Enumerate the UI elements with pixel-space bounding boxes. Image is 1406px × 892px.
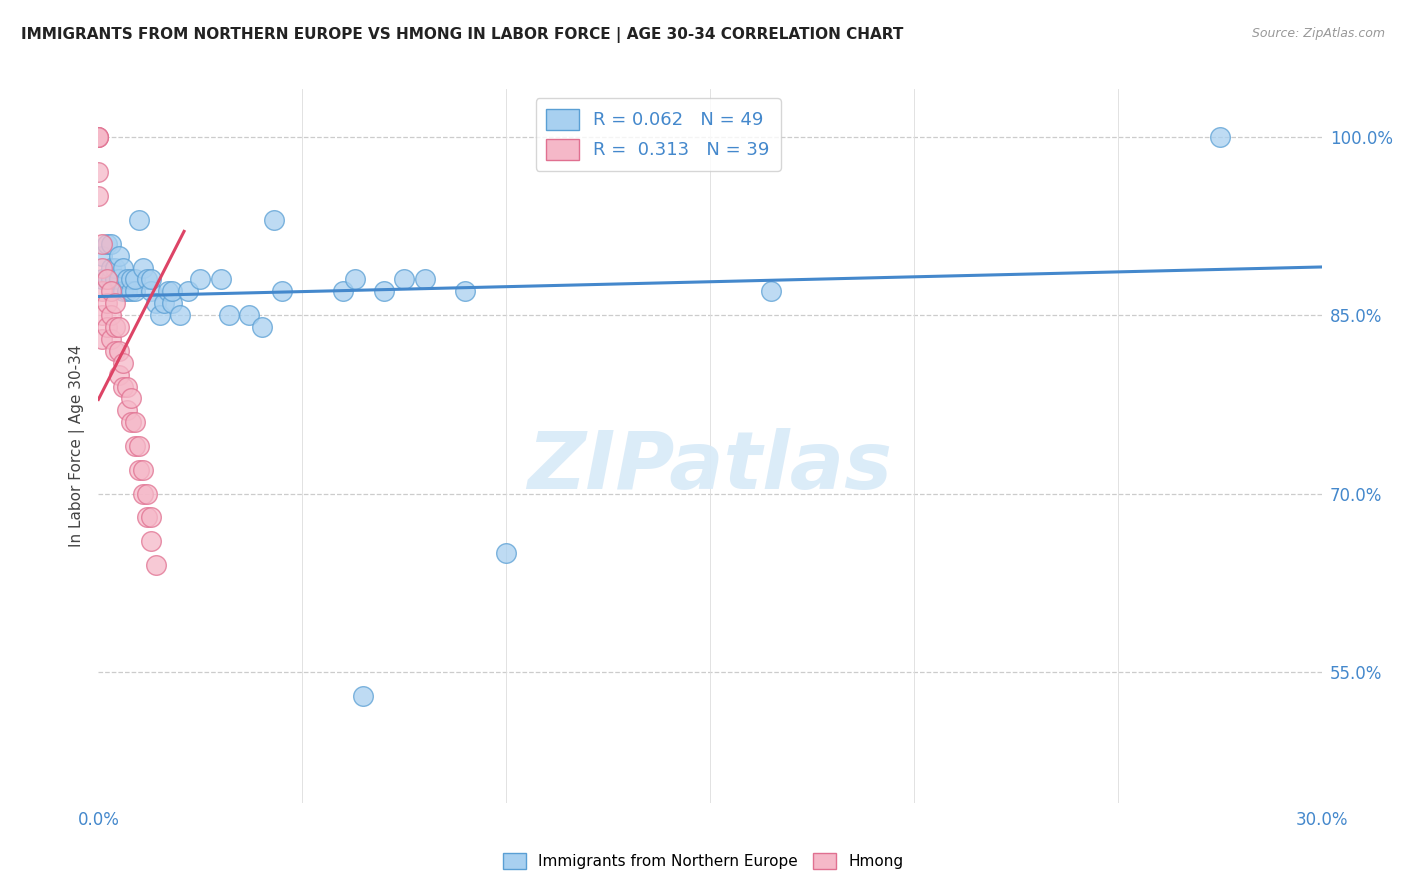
Point [100, 285, 122, 299]
Point [96, 272, 118, 286]
Point [141, 510, 163, 524]
Point [104, 320, 127, 334]
Point [87, 129, 110, 144]
Point [128, 213, 150, 227]
Point [124, 272, 146, 286]
Point [238, 308, 260, 322]
Point [128, 463, 150, 477]
Point [91, 236, 114, 251]
Point [132, 486, 155, 500]
Point [96, 236, 118, 251]
Point [91, 260, 114, 275]
Point [91, 272, 114, 286]
Point [124, 415, 146, 429]
Point [111, 356, 134, 370]
Point [141, 272, 163, 286]
Point [136, 486, 159, 500]
Point [87, 129, 110, 144]
Legend: R = 0.062   N = 49, R =  0.313   N = 39: R = 0.062 N = 49, R = 0.313 N = 39 [536, 98, 780, 170]
Point [209, 272, 232, 286]
Point [332, 285, 354, 299]
Text: Source: ZipAtlas.com: Source: ZipAtlas.com [1251, 27, 1385, 40]
Point [413, 272, 436, 286]
Point [115, 379, 138, 393]
Point [104, 343, 127, 358]
Point [373, 285, 395, 299]
Point [128, 439, 150, 453]
Point [108, 368, 131, 382]
Point [160, 296, 183, 310]
Point [454, 285, 477, 299]
Point [91, 332, 114, 346]
Point [115, 272, 138, 286]
Point [1209, 129, 1232, 144]
Point [91, 285, 114, 299]
Point [91, 308, 114, 322]
Point [100, 272, 122, 286]
Point [111, 285, 134, 299]
Point [87, 189, 110, 203]
Point [120, 285, 142, 299]
Point [218, 308, 240, 322]
Point [96, 296, 118, 310]
Point [96, 272, 118, 286]
Point [136, 510, 159, 524]
Point [136, 272, 159, 286]
Point [108, 320, 131, 334]
Point [344, 272, 367, 286]
Point [495, 546, 517, 560]
Point [152, 296, 174, 310]
Point [100, 260, 122, 275]
Point [160, 285, 183, 299]
Point [120, 392, 142, 406]
Text: ZIPatlas: ZIPatlas [527, 428, 893, 507]
Legend: Immigrants from Northern Europe, Hmong: Immigrants from Northern Europe, Hmong [496, 847, 910, 875]
Point [111, 260, 134, 275]
Point [115, 403, 138, 417]
Point [250, 320, 273, 334]
Point [352, 689, 374, 703]
Point [141, 285, 163, 299]
Point [120, 415, 142, 429]
Point [108, 249, 131, 263]
Point [270, 285, 294, 299]
Point [104, 260, 127, 275]
Point [132, 260, 155, 275]
Point [145, 558, 167, 572]
Point [761, 285, 783, 299]
Point [156, 285, 179, 299]
Point [149, 308, 172, 322]
Point [263, 213, 285, 227]
Point [115, 285, 138, 299]
Text: IMMIGRANTS FROM NORTHERN EUROPE VS HMONG IN LABOR FORCE | AGE 30-34 CORRELATION : IMMIGRANTS FROM NORTHERN EUROPE VS HMONG… [21, 27, 904, 43]
Point [120, 272, 142, 286]
Point [392, 272, 416, 286]
Point [169, 308, 191, 322]
Y-axis label: In Labor Force | Age 30-34: In Labor Force | Age 30-34 [69, 344, 84, 548]
Point [100, 236, 122, 251]
Point [100, 332, 122, 346]
Point [145, 296, 167, 310]
Point [87, 129, 110, 144]
Point [104, 272, 127, 286]
Point [87, 165, 110, 179]
Point [141, 534, 163, 549]
Point [177, 285, 200, 299]
Point [188, 272, 212, 286]
Point [124, 439, 146, 453]
Point [132, 463, 155, 477]
Point [100, 308, 122, 322]
Point [108, 343, 131, 358]
Point [96, 320, 118, 334]
Point [104, 296, 127, 310]
Point [124, 285, 146, 299]
Point [108, 272, 131, 286]
Point [111, 379, 134, 393]
Point [91, 249, 114, 263]
